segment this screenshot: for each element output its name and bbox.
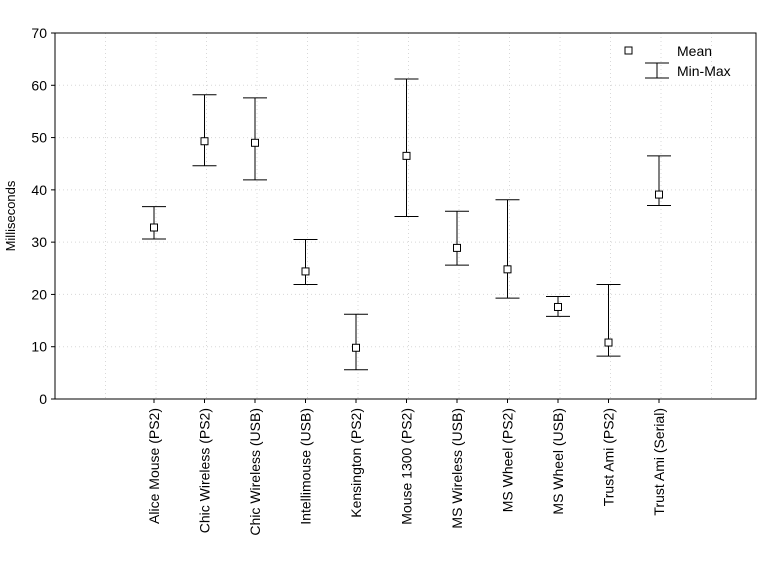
mean-marker: [604, 338, 613, 347]
category-label: MS Wheel (PS2): [500, 408, 516, 512]
legend-range-label: Min-Max: [677, 63, 731, 79]
mean-marker: [503, 265, 512, 274]
category-label: Kensington (PS2): [348, 408, 364, 518]
y-tick-label: 30: [31, 234, 47, 250]
y-tick-label: 20: [31, 286, 47, 302]
category-label: Chic Wireless (PS2): [197, 408, 213, 533]
category-label: Trust Ami (PS2): [601, 408, 617, 506]
legend-mean-marker: [624, 46, 633, 55]
gridlines: [55, 33, 756, 399]
y-tick-label: 60: [31, 77, 47, 93]
category-label: MS Wheel (USB): [550, 408, 566, 515]
mean-marker: [453, 243, 461, 252]
plot-frame: [54, 32, 757, 400]
legend: Mean Min-Max: [624, 43, 731, 79]
y-tick-label: 0: [39, 391, 47, 407]
category-label: MS Wireless (USB): [449, 408, 465, 529]
category-label: Chic Wireless (USB): [247, 408, 263, 536]
legend-mean-label: Mean: [677, 43, 712, 59]
y-tick-label: 10: [31, 339, 47, 355]
category-label: Intellimouse (USB): [298, 408, 314, 525]
mean-marker: [251, 138, 259, 147]
category-label: Mouse 1300 (PS2): [399, 408, 415, 525]
mean-marker: [655, 190, 663, 199]
error-bars: [142, 78, 671, 371]
y-tick-label: 40: [31, 182, 47, 198]
y-axis-title: Milliseconds: [3, 180, 18, 251]
mean-marker: [402, 151, 411, 160]
y-tick-label: 70: [31, 25, 47, 41]
mean-marker: [301, 267, 310, 276]
mean-marker: [150, 223, 158, 232]
category-label: Alice Mouse (PS2): [146, 408, 162, 524]
mean-marker: [554, 302, 562, 311]
category-label: Trust Ami (Serial): [651, 408, 667, 516]
y-axis: 0 10 20 30 40 50 60 70: [31, 25, 55, 407]
y-tick-label: 50: [31, 130, 47, 146]
x-axis: Alice Mouse (PS2) Chic Wireless (PS2) Chic…: [146, 399, 667, 536]
mean-marker: [352, 343, 360, 352]
mean-marker: [200, 137, 209, 146]
